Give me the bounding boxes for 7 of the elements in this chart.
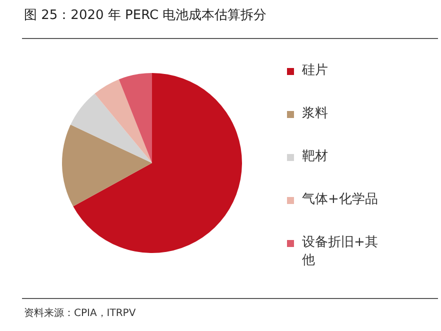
text: 资料来源：CPIA，ITRPV [24,306,136,320]
legend-label: 硅片 [302,62,329,80]
legend-label: 浆料 [302,105,329,123]
legend-label: 气体+化学品 [302,191,379,209]
legend-label: 靶材 [302,148,329,166]
legend-label: 设备折旧+其他 [302,234,379,270]
chart-title: 图 25：2020 年 PERC 电池成本估算拆分 [24,7,267,24]
